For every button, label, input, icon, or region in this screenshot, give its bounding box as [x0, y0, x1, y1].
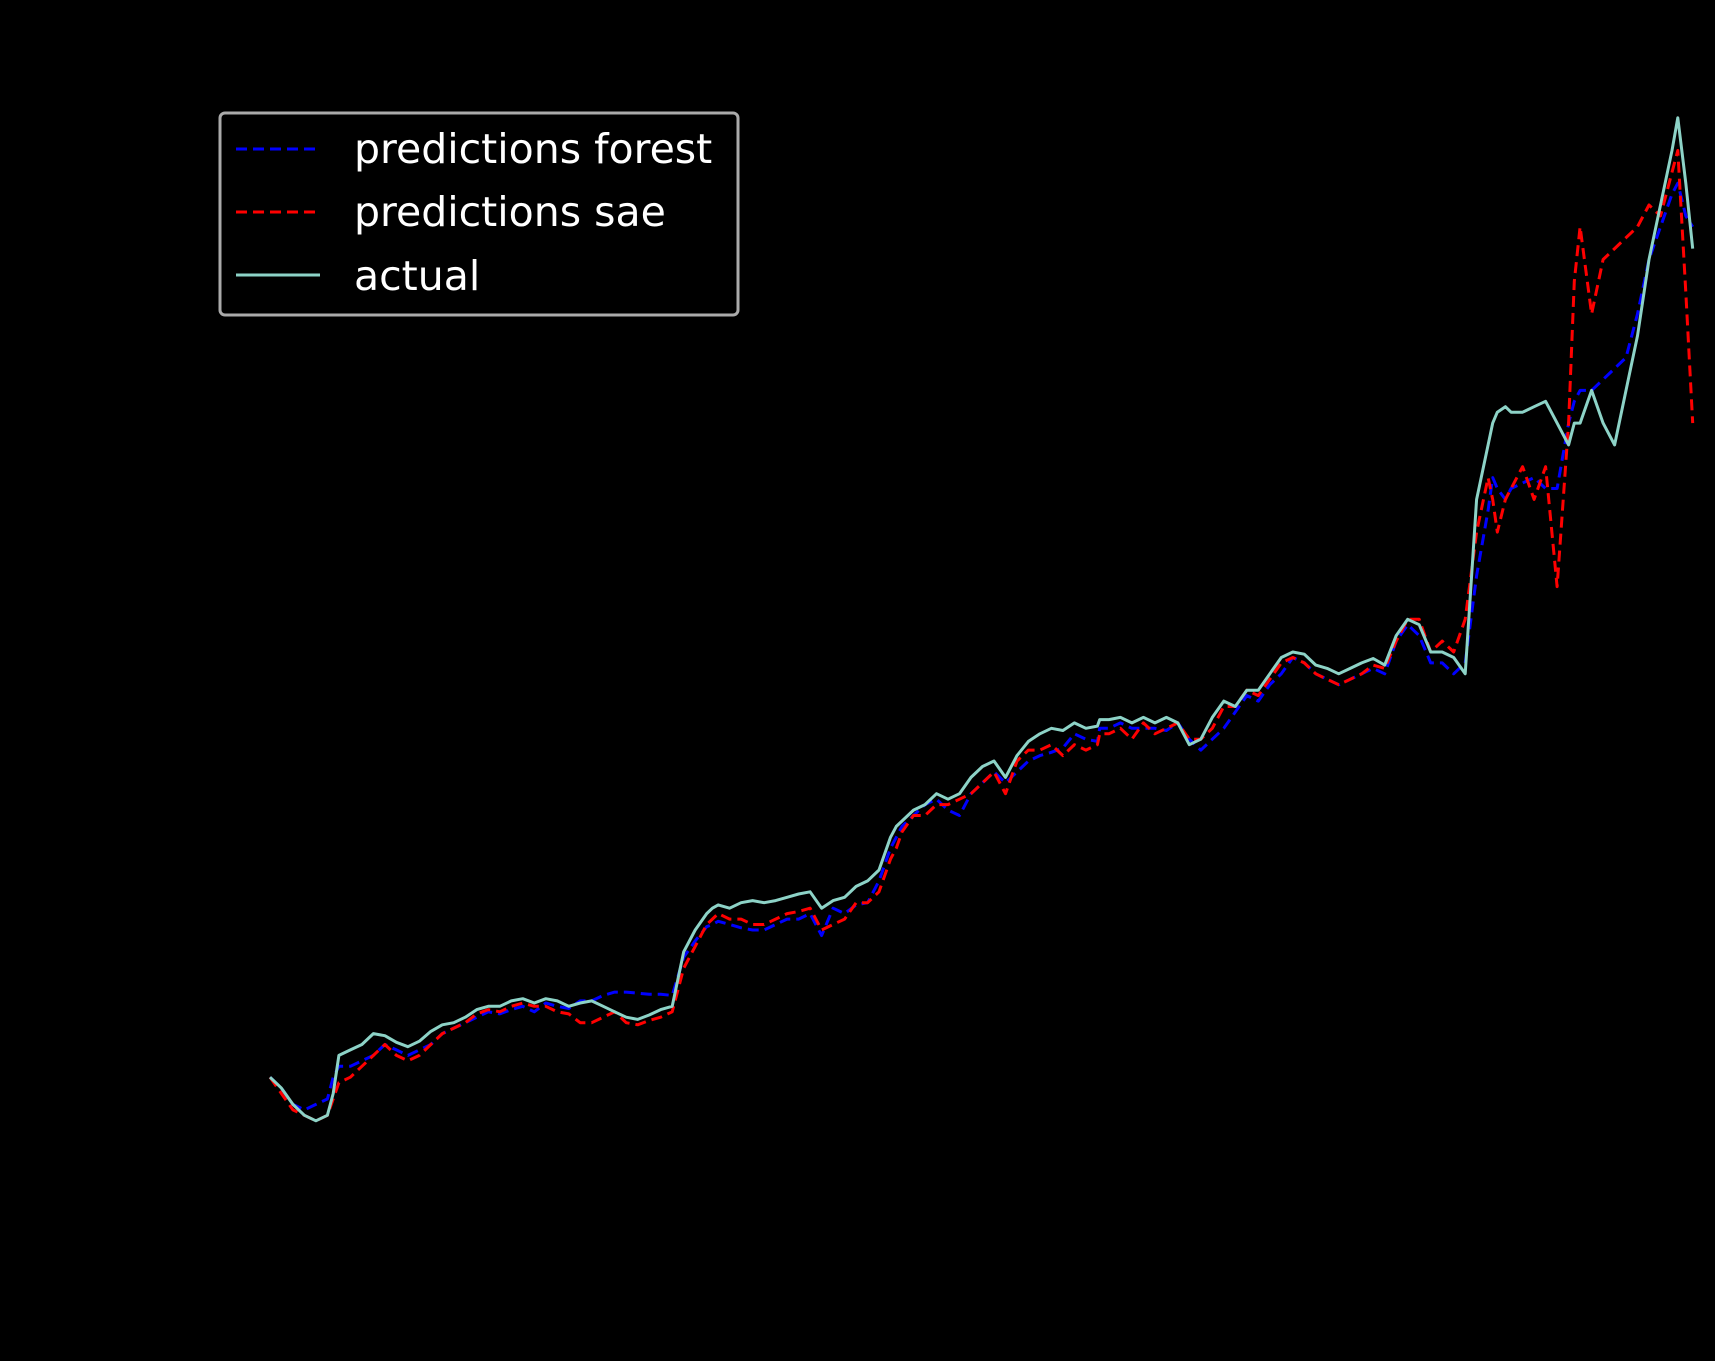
legend: predictions forest predictions sae actua… — [218, 111, 740, 317]
legend-label-actual: actual — [354, 252, 480, 300]
series-line-predictions-forest — [268, 181, 1694, 1112]
series-line-actual — [268, 116, 1695, 1123]
legend-label-predictions-sae: predictions sae — [354, 188, 666, 236]
legend-frame — [218, 111, 740, 317]
legend-label-predictions-forest: predictions forest — [354, 125, 712, 173]
series-layer — [268, 116, 1695, 1123]
